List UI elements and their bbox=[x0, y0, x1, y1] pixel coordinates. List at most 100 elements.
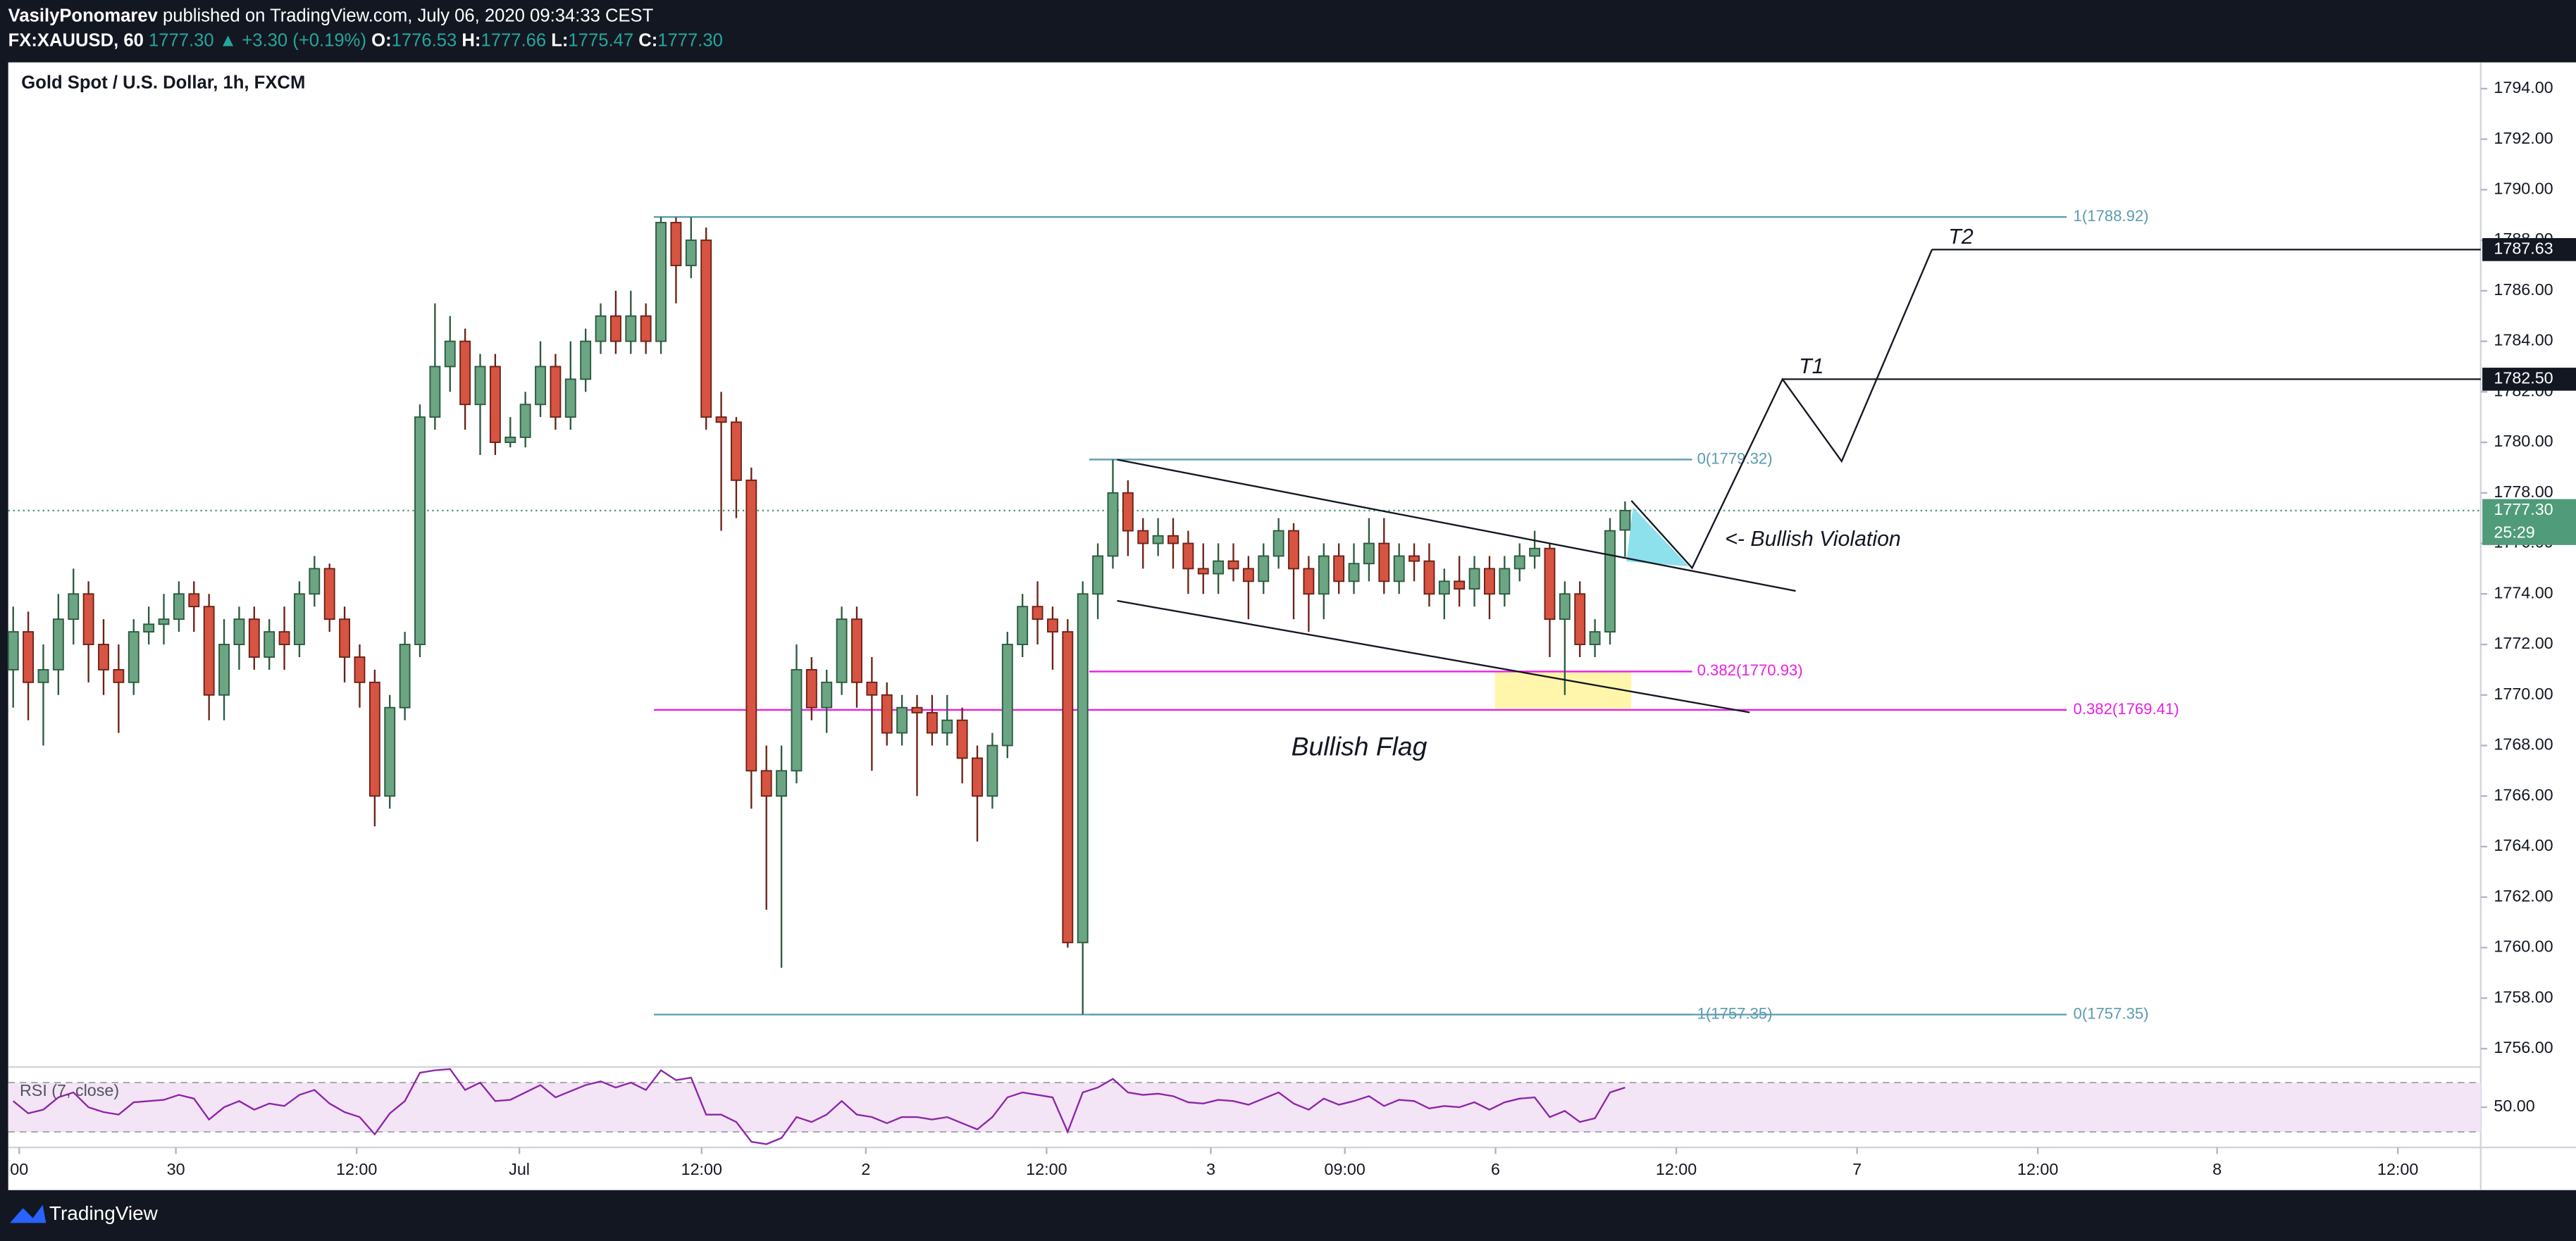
change: ▲ +3.30 (+0.19%) bbox=[219, 30, 366, 50]
candle-body bbox=[1062, 631, 1074, 944]
candle-body bbox=[1363, 542, 1375, 565]
candle-body bbox=[1182, 542, 1194, 570]
candle-body bbox=[1168, 535, 1179, 544]
candle-body bbox=[625, 315, 637, 342]
candle-body bbox=[1544, 547, 1556, 620]
candle-body bbox=[98, 644, 109, 671]
fib-label: 0(1779.32) bbox=[1697, 449, 1773, 467]
candle-body bbox=[1047, 618, 1058, 633]
y-tick-label: 1760.00 bbox=[2494, 937, 2553, 956]
candle-body bbox=[1077, 593, 1089, 944]
candle-body bbox=[564, 378, 576, 418]
candle-body bbox=[1213, 560, 1225, 575]
candle-body bbox=[745, 479, 757, 772]
target-price-label: 1787.63 bbox=[2494, 239, 2553, 258]
candle-body bbox=[1288, 530, 1299, 570]
candle-body bbox=[866, 681, 878, 696]
footer-brand: TradingView bbox=[49, 1202, 159, 1224]
violation-triangle bbox=[1626, 507, 1689, 567]
last-price-box bbox=[2482, 499, 2576, 545]
candle-body bbox=[1258, 555, 1270, 582]
candle-body bbox=[986, 744, 998, 797]
y-tick-label: 1756.00 bbox=[2494, 1038, 2553, 1056]
x-tick-label: 12:00 bbox=[2377, 1160, 2418, 1178]
candle-body bbox=[1589, 631, 1601, 645]
candle-body bbox=[1152, 535, 1164, 544]
candle-body bbox=[805, 668, 817, 709]
candle-body bbox=[1348, 563, 1360, 582]
candle-body bbox=[550, 366, 562, 418]
candle-body bbox=[444, 340, 456, 368]
candle-body bbox=[1197, 568, 1209, 575]
chart-panel bbox=[8, 62, 2576, 1190]
fib-label: 0.382(1769.41) bbox=[2074, 700, 2179, 718]
ohlc-key: H: bbox=[462, 30, 481, 50]
candle-body bbox=[294, 593, 305, 645]
candle-body bbox=[1378, 542, 1390, 582]
candle-body bbox=[188, 593, 200, 608]
candle-body bbox=[776, 770, 788, 797]
flag-lower bbox=[1117, 599, 1750, 713]
candle-body bbox=[1468, 568, 1480, 590]
candle-body bbox=[339, 618, 351, 658]
annotation: <- Bullish Violation bbox=[1725, 528, 1901, 551]
rsi-line bbox=[12, 1068, 1626, 1145]
candle-body bbox=[37, 668, 49, 683]
candle-body bbox=[248, 618, 260, 658]
candle-body bbox=[113, 668, 125, 683]
candle-body bbox=[1559, 593, 1571, 620]
candle-body bbox=[82, 593, 94, 645]
candle-body bbox=[1242, 568, 1254, 582]
y-tick-label: 1764.00 bbox=[2494, 836, 2553, 854]
candle-body bbox=[1574, 593, 1586, 645]
fib-zone bbox=[1494, 671, 1632, 710]
y-tick-label: 1780.00 bbox=[2494, 432, 2553, 450]
candle-body bbox=[821, 681, 833, 709]
candle-body bbox=[956, 719, 968, 759]
ohlc-value: 1775.47 bbox=[568, 30, 633, 50]
fib-label: 0(1757.35) bbox=[2074, 1004, 2149, 1022]
candle-body bbox=[504, 436, 516, 443]
candle-body bbox=[1529, 547, 1541, 557]
ohlc-key: L: bbox=[551, 30, 568, 50]
author: VasilyPonomarev bbox=[8, 6, 159, 25]
candle-body bbox=[128, 631, 140, 683]
candle-body bbox=[715, 416, 727, 423]
rsi-band bbox=[8, 1083, 2481, 1133]
x-tick-label: 00 bbox=[10, 1160, 28, 1178]
candle-body bbox=[459, 340, 471, 406]
candle-body bbox=[1513, 555, 1525, 570]
candle-body bbox=[429, 366, 441, 418]
candle-body bbox=[1227, 560, 1239, 570]
candle-body bbox=[926, 711, 938, 734]
rsi-tick-label: 50.00 bbox=[2494, 1097, 2534, 1115]
candle-body bbox=[1137, 530, 1149, 544]
rsi-title: RSI (7, close) bbox=[20, 1081, 119, 1099]
target-price-label: 1782.50 bbox=[2494, 369, 2553, 387]
candle-body bbox=[1107, 492, 1119, 557]
annotation: Bullish Flag bbox=[1292, 732, 1428, 761]
candle-body bbox=[23, 631, 35, 683]
candle-body bbox=[158, 618, 170, 625]
candle-body bbox=[911, 706, 923, 713]
fib-label: 1(1757.35) bbox=[1697, 1004, 1773, 1022]
candle-body bbox=[1604, 530, 1616, 633]
y-tick-label: 1792.00 bbox=[2494, 129, 2553, 147]
candle-body bbox=[1408, 555, 1420, 562]
candle-body bbox=[1393, 555, 1405, 582]
candle-body bbox=[173, 593, 185, 620]
candle-body bbox=[203, 606, 215, 696]
candle-body bbox=[489, 366, 501, 443]
candle-body bbox=[1032, 606, 1044, 620]
candle-body bbox=[399, 644, 411, 709]
target-name: T2 bbox=[1948, 225, 1974, 249]
fib-label: 0.382(1770.93) bbox=[1697, 661, 1803, 679]
candle-body bbox=[414, 416, 426, 645]
x-tick-label: Jul bbox=[509, 1160, 530, 1178]
x-tick-label: 3 bbox=[1206, 1160, 1215, 1178]
symbol: FX:XAUUSD, 60 bbox=[8, 30, 144, 50]
candle-body bbox=[896, 706, 908, 734]
y-tick-label: 1768.00 bbox=[2494, 735, 2553, 754]
candle-body bbox=[1423, 560, 1435, 595]
x-tick-label: 09:00 bbox=[1325, 1160, 1366, 1178]
